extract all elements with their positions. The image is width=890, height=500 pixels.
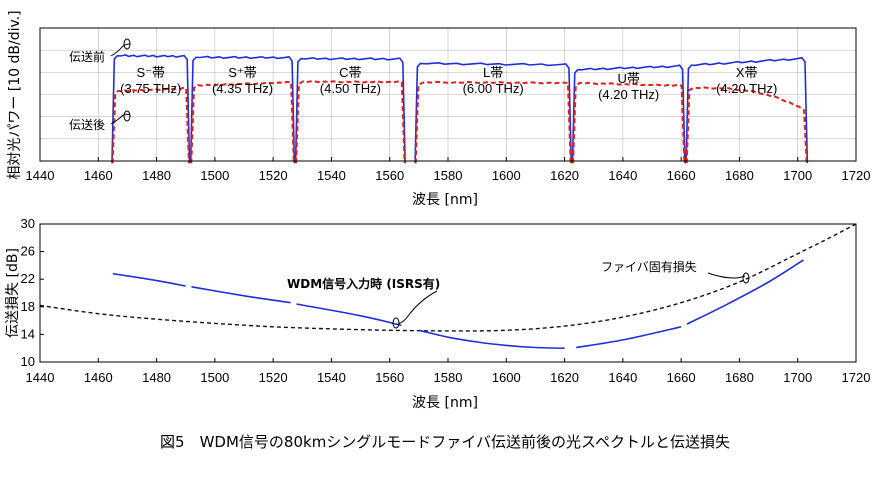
spectrum-x-tick-label: 1700 [783,168,812,183]
spectrum-x-tick-label: 1660 [667,168,696,183]
loss-y-axis-label: 伝送損失 [dB] [5,248,21,338]
loss-axis-ticks: 1440 1460 1480 1500 1520 1540 1560 1580 1600 1620… [21,216,871,385]
series-label-before-marker [123,38,131,50]
after-spectrum-1 [190,80,295,164]
band-labels: S⁻帯(3.75 THz) S⁺帯(4.35 THz) C帯(4.50 THz) L帯… [120,65,777,102]
spectrum-x-tick-label: 1520 [259,168,288,183]
series-label-after-leader [110,113,131,125]
spectrum-x-tick-label: 1500 [200,168,229,183]
spectrum-chart: 1440 1460 1480 1500 1520 1540 1560 1580 1600 1620… [7,10,870,208]
spectrum-x-tick-label: 1600 [492,168,521,183]
series-label-wdm-marker [392,317,400,329]
series-label-fiber: ファイバ固有損失 [601,259,697,274]
loss-chart: 1440 1460 1480 1500 1520 1540 1560 1580 1600 1620… [5,216,870,411]
loss-x-tick-label: 1560 [375,370,404,385]
loss-y-tick-label: 18 [21,299,35,314]
series-label-wdm-leader [397,290,438,325]
loss-x-tick-label: 1480 [142,370,171,385]
spectrum-x-tick-label: 1480 [142,168,171,183]
loss-x-tick-label: 1660 [667,370,696,385]
fiber-loss-line [39,223,857,332]
band-name-0: S⁻帯 [136,65,165,80]
band-bandwidth-4: (4.20 THz) [598,87,659,102]
spectrum-plot [111,54,809,164]
band-bandwidth-2: (4.50 THz) [320,81,381,96]
wdm-loss-segment-4 [576,326,682,349]
loss-y-tick-label: 26 [21,244,35,259]
spectrum-x-tick-label: 1680 [725,168,754,183]
series-label-before-leader [110,43,131,57]
series-label-fiber-leader [707,272,746,279]
loss-x-tick-label: 1500 [200,370,229,385]
spectrum-x-axis-label: 波長 [nm] [412,192,478,208]
wdm-loss-segment-3 [418,329,565,349]
after-spectrum-2 [295,80,406,164]
band-name-5: X帯 [736,65,758,80]
loss-x-tick-label: 1720 [842,370,871,385]
wdm-loss-segment-1 [191,286,291,304]
loss-x-tick-label: 1620 [550,370,579,385]
loss-x-tick-label: 1600 [492,370,521,385]
loss-x-tick-label: 1640 [608,370,637,385]
loss-x-tick-label: 1680 [725,370,754,385]
after-spectrum-0 [111,86,190,164]
band-name-4: U帯 [617,71,639,86]
wdm-loss-segment-5 [686,259,804,325]
band-bandwidth-1: (4.35 THz) [212,81,273,96]
series-label-before: 伝送前 [69,49,105,64]
loss-x-axis-label: 波長 [nm] [412,395,478,411]
loss-x-tick-label: 1460 [84,370,113,385]
loss-x-tick-label: 1700 [783,370,812,385]
loss-x-tick-label: 1580 [434,370,463,385]
spectrum-x-tick-label: 1640 [608,168,637,183]
loss-plot-frame [39,223,857,363]
after-spectrum-4 [572,81,686,164]
loss-y-tick-label: 10 [21,354,35,369]
before-spectrum-2 [294,56,406,164]
loss-x-tick-label: 1520 [259,370,288,385]
wdm-loss-segment-2 [296,303,402,327]
spectrum-x-tick-label: 1720 [842,168,871,183]
band-name-1: S⁺帯 [228,65,257,80]
spectrum-x-tick-label: 1620 [550,168,579,183]
series-label-after-marker [123,110,131,122]
series-label-wdm: WDM信号入力時 (ISRS有) [287,276,440,291]
wdm-loss-segment-0 [112,272,186,287]
after-spectrum-5 [685,86,808,164]
before-spectrum-5 [685,56,809,164]
before-spectrum-4 [571,64,686,164]
spectrum-x-tick-label: 1440 [26,168,55,183]
band-bandwidth-0: (3.75 THz) [120,81,181,96]
after-spectrum-3 [414,80,572,164]
loss-y-tick-label: 30 [21,216,35,231]
figure-caption: 図5 WDM信号の80kmシングルモードファイバ伝送前後の光スペクトルと伝送損失 [160,433,730,451]
before-spectrum-0 [111,54,191,164]
spectrum-x-tick-label: 1540 [317,168,346,183]
series-label-after: 伝送後 [69,117,105,132]
spectrum-x-ticks: 1440 1460 1480 1500 1520 1540 1560 1580 1600 1620… [26,157,871,183]
spectrum-y-axis-label: 相対光パワー [10 dB/div.] [7,10,23,179]
band-name-3: L帯 [483,65,503,80]
band-name-2: C帯 [339,65,361,80]
loss-y-tick-label: 14 [21,326,35,341]
loss-x-tick-label: 1440 [26,370,55,385]
loss-x-tick-label: 1540 [317,370,346,385]
spectrum-x-tick-label: 1580 [434,168,463,183]
band-bandwidth-5: (4.20 THz) [716,81,777,96]
spectrum-x-tick-label: 1460 [84,168,113,183]
loss-plot [39,223,857,349]
spectrum-grid [40,28,856,161]
before-spectrum-3 [414,61,573,164]
series-label-fiber-marker [742,272,750,284]
loss-y-tick-label: 22 [21,271,35,286]
band-bandwidth-3: (6.00 THz) [463,81,524,96]
spectrum-x-tick-label: 1560 [375,168,404,183]
before-spectrum-1 [189,55,296,164]
